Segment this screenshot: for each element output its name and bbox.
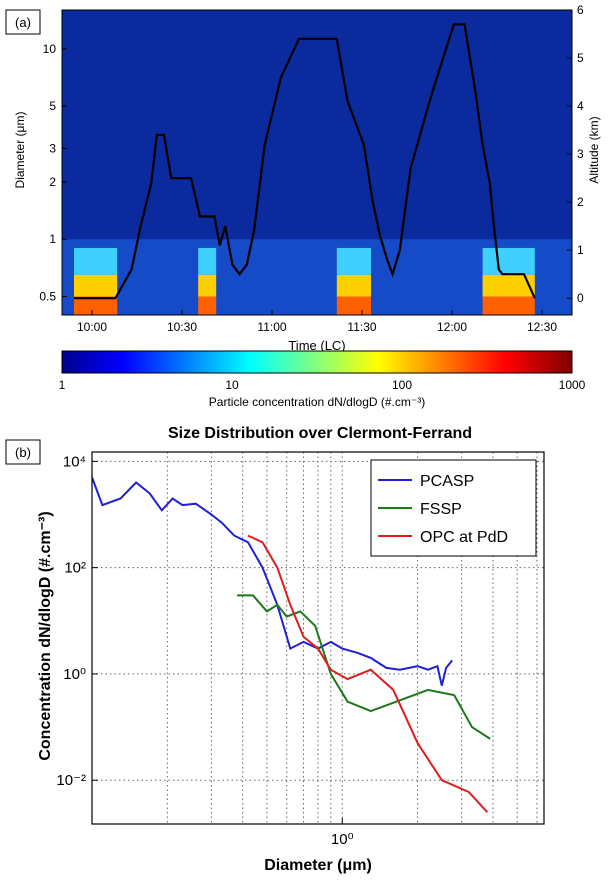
heatmap-plume-core	[482, 296, 535, 315]
heatmap-plume-halo	[198, 247, 217, 275]
panel-b: Size Distribution over Clermont-Ferrand …	[5, 425, 545, 874]
heatmap-plume-halo	[74, 247, 118, 275]
right-tick-label: 4	[577, 99, 584, 113]
heatmap-frame	[61, 9, 573, 316]
panel-a-label: (a)	[15, 15, 31, 30]
left-tick-label: 1	[49, 232, 56, 246]
series-line	[247, 534, 489, 813]
series-line	[237, 594, 491, 740]
y-tick-label: 10²	[64, 560, 86, 577]
right-tick-label: 0	[577, 291, 584, 305]
colorbar-tick-label: 1	[59, 378, 66, 392]
legend-label: OPC at PdD	[420, 529, 508, 546]
panel-b-label: (b)	[15, 445, 31, 460]
legend-label: FSSP	[420, 501, 462, 518]
time-tick-label: 11:30	[347, 320, 376, 334]
heatmap-plume-halo	[336, 247, 371, 275]
heatmap-plume-mid	[482, 274, 535, 297]
legend-label: PCASP	[420, 473, 474, 490]
right-tick-label: 5	[577, 51, 584, 65]
x-tick-label: 10⁰	[331, 831, 354, 848]
right-tick-label: 6	[577, 3, 584, 17]
heatmap-plume-mid	[74, 274, 118, 297]
time-tick-label: 11:00	[257, 320, 286, 334]
colorbar	[61, 350, 573, 374]
left-tick-label: 2	[49, 175, 56, 189]
time-axis-label: Time (LC)	[288, 338, 345, 353]
colorbar-tick-label: 100	[392, 378, 412, 392]
time-tick-label: 10:00	[77, 320, 107, 334]
diameter-axis-label: Diameter (μm)	[13, 112, 27, 189]
colorbar-tick-label: 1000	[559, 378, 586, 392]
time-tick-label: 12:30	[527, 320, 557, 334]
plot-frame	[91, 451, 545, 825]
y-tick-label: 10⁻²	[56, 772, 86, 789]
heatmap	[62, 10, 572, 315]
legend: PCASP FSSP OPC at PdD	[370, 459, 537, 557]
x-axis-label: Diameter (μm)	[264, 857, 372, 874]
colorbar-tick-label: 10	[225, 378, 239, 392]
panel-a: (a) 0.5 1 2 3 5 10 0 1 2 3 4 5 6 10:00 10:30 11:00 11:…	[5, 3, 601, 409]
axis-ticks: 10⁻² 10⁰ 10² 10⁴ 10⁰	[56, 453, 353, 848]
colorbar-ticks: 1 10 100 1000	[59, 378, 586, 392]
left-tick-label: 3	[49, 141, 56, 155]
panel-b-label-box	[5, 439, 41, 465]
y-tick-label: 10⁴	[63, 453, 86, 470]
left-axis-ticks: 0.5 1 2 3 5 10	[39, 42, 67, 304]
heatmap-plume-core	[74, 296, 118, 315]
panel-a-label-box	[5, 9, 41, 35]
left-tick-label: 10	[43, 42, 57, 56]
heatmap-plume-core	[336, 296, 371, 315]
heatmap-plume-mid	[336, 274, 371, 297]
series-lines	[92, 477, 491, 813]
chart-title: Size Distribution over Clermont-Ferrand	[168, 425, 472, 442]
right-tick-label: 3	[577, 147, 584, 161]
right-tick-label: 1	[577, 243, 584, 257]
right-axis-ticks: 0 1 2 3 4 5 6	[567, 3, 584, 305]
series-line	[92, 477, 453, 686]
time-tick-label: 10:30	[167, 320, 197, 334]
right-tick-label: 2	[577, 195, 584, 209]
heatmap-plume-core	[198, 296, 217, 315]
altitude-axis-label: Altitude (km)	[587, 116, 601, 183]
heatmap-plume-halo	[482, 247, 535, 275]
colorbar-label: Particle concentration dN/dlogD (#.cm⁻³)	[209, 395, 425, 409]
time-axis-ticks: 10:00 10:30 11:00 11:30 12:00 12:30	[77, 310, 557, 334]
left-tick-label: 5	[49, 99, 56, 113]
y-tick-label: 10⁰	[63, 666, 86, 683]
heatmap-plume-mid	[198, 274, 217, 297]
y-axis-label: Concentration dN/dlogD (#.cm⁻³)	[37, 511, 54, 760]
left-tick-label: 0.5	[39, 290, 56, 304]
altitude-profile-line	[74, 23, 536, 300]
time-tick-label: 12:00	[437, 320, 467, 334]
